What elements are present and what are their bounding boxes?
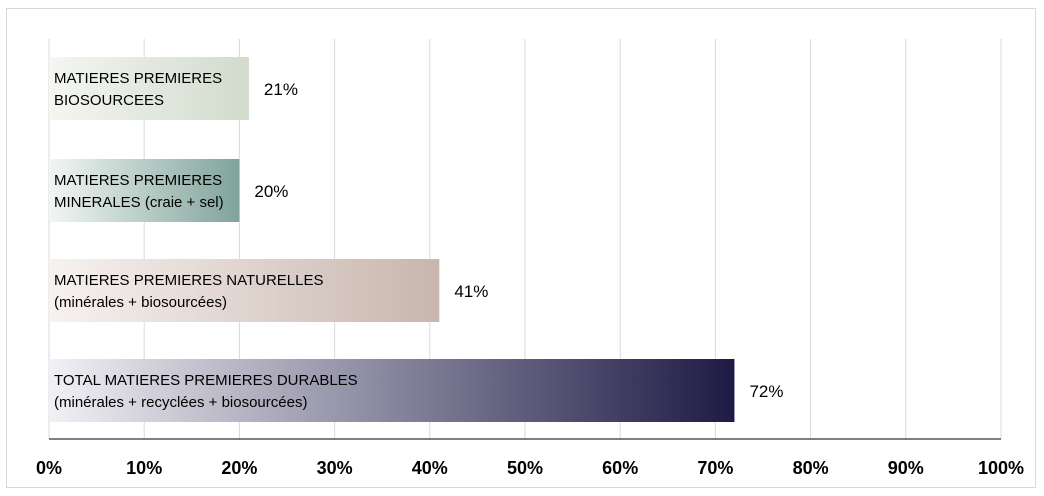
chart-frame: MATIERES PREMIERES BIOSOURCEES 21% MATIERES… <box>6 8 1036 488</box>
bar-category-label: TOTAL MATIERES PREMIERES DURABLES (minéra… <box>54 372 358 411</box>
x-tick-label: 90% <box>888 458 924 478</box>
x-tick-label: 60% <box>602 458 638 478</box>
bar-chart: MATIERES PREMIERES BIOSOURCEES 21% MATIERES… <box>36 39 1024 478</box>
x-tick-label: 80% <box>793 458 829 478</box>
x-tick-label: 100% <box>978 458 1024 478</box>
x-tick-label: 50% <box>507 458 543 478</box>
x-tick-label: 30% <box>317 458 353 478</box>
bar <box>49 259 440 322</box>
bar-category-label: MATIERES PREMIERES NATURELLES (minérales … <box>54 272 324 311</box>
bar <box>49 57 249 120</box>
bar <box>49 359 735 422</box>
bars: MATIERES PREMIERES BIOSOURCEES 21% MATIERES… <box>49 57 783 422</box>
x-tick-label: 40% <box>412 458 448 478</box>
bar-value-label: 21% <box>264 80 298 99</box>
x-axis: 0% 10% 20% 30% 40% 50% 60% 70% 80% 90% 100% <box>36 438 1024 478</box>
bar-category-label: MATIERES PREMIERES MINERALES (craie + sel… <box>54 172 224 211</box>
bar-value-label: 41% <box>454 282 488 301</box>
bar <box>49 159 240 222</box>
bar-value-label: 20% <box>254 182 288 201</box>
x-tick-label: 20% <box>221 458 257 478</box>
x-tick-label: 70% <box>697 458 733 478</box>
bar-category-label: MATIERES PREMIERES BIOSOURCEES <box>54 70 222 109</box>
bar-value-label: 72% <box>749 382 783 401</box>
x-tick-label: 10% <box>126 458 162 478</box>
x-tick-label: 0% <box>36 458 62 478</box>
